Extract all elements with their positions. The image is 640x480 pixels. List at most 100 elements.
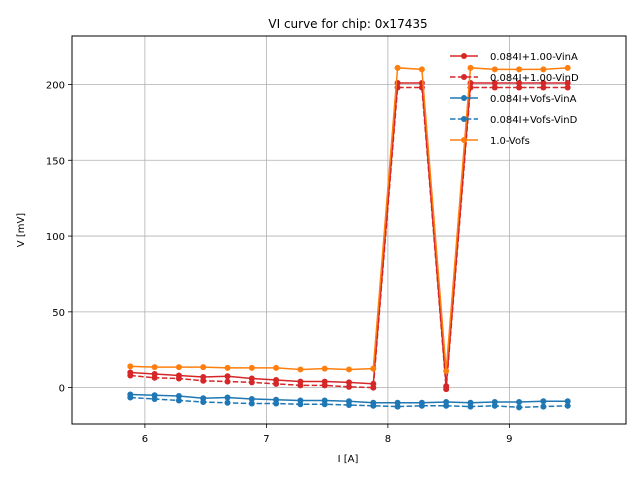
data-point [346,379,352,386]
data-point [516,404,523,411]
legend-label: 1.0-Vofs [490,136,530,147]
data-point [540,84,547,91]
x-tick-label: 6 [142,434,148,445]
y-tick-label: 50 [52,308,65,319]
data-point [175,392,182,399]
legend-item: 1.0-Vofs [450,136,530,147]
data-point [564,84,571,91]
y-tick-label: 150 [46,156,65,167]
data-point [175,364,182,371]
chart-title: VI curve for chip: 0x17435 [268,17,427,31]
data-point [491,84,498,91]
legend-marker [461,137,467,143]
data-point [516,84,523,91]
data-point [248,379,255,386]
data-point [346,383,352,390]
data-point [175,375,182,382]
data-point [370,402,377,409]
data-point [491,66,498,73]
y-tick-label: 200 [46,81,65,92]
data-point [248,400,255,407]
data-point [540,403,547,410]
x-axis-ticks: 6 7 8 9 [142,424,513,445]
data-point [346,366,352,373]
data-point [564,64,571,71]
y-axis-label: V [mV] [16,213,27,248]
legend-item: 0.084I+Vofs-VinA [450,94,577,105]
data-point [564,402,571,409]
data-point [394,403,401,410]
data-point [540,79,547,86]
data-point [564,398,571,405]
data-point [491,79,498,86]
data-point [321,382,328,389]
data-point [297,366,304,373]
data-point [491,402,498,409]
data-point [200,399,207,406]
series-3 [127,394,571,411]
data-point [394,64,401,71]
data-point [297,401,304,408]
legend-label: 0.084I+Vofs-VinD [490,115,578,126]
data-point [127,372,134,379]
data-point [540,398,547,405]
data-point [127,363,134,370]
series-1 [127,84,571,393]
data-point [224,378,231,385]
legend-label: 0.084I+1.00-VinD [490,73,579,84]
data-point [224,373,231,380]
data-point [151,395,158,402]
data-point [443,386,450,393]
data-point [516,66,523,73]
data-point [297,382,304,389]
data-point [224,394,231,401]
data-point [321,365,328,372]
series-4 [127,64,571,374]
data-point [248,395,255,402]
data-point [467,64,474,71]
legend-label: 0.084I+Vofs-VinA [490,94,577,105]
data-point [443,402,450,409]
data-point [273,400,280,407]
series-group [127,64,571,411]
y-tick-label: 0 [59,384,65,395]
legend-marker [461,116,467,122]
data-point [516,399,523,406]
data-point [248,364,255,371]
legend-marker [461,95,467,101]
data-point [224,364,231,371]
data-point [151,374,158,381]
legend-item: 0.084I+1.00-VinD [450,73,579,84]
x-tick-label: 7 [263,434,269,445]
data-point [127,394,134,401]
data-point [200,364,207,371]
x-tick-label: 8 [385,434,391,445]
data-point [370,365,377,372]
data-point [224,399,231,406]
data-point [418,66,425,73]
legend: 0.084I+1.00-VinA 0.084I+1.00-VinD 0.084I+V… [450,52,579,147]
data-point [540,66,547,73]
data-point [200,377,207,384]
legend-marker [461,74,467,80]
data-point [467,403,474,410]
data-point [321,401,328,408]
data-point [564,79,571,86]
x-tick-label: 9 [506,434,512,445]
data-point [418,402,425,409]
legend-label: 0.084I+1.00-VinA [490,52,578,63]
legend-item: 0.084I+1.00-VinA [450,52,578,63]
data-point [516,79,523,86]
data-point [273,380,280,387]
data-point [175,397,182,404]
x-axis-label: I [A] [338,454,359,465]
data-point [346,402,352,409]
grid [72,36,626,424]
data-point [370,384,377,391]
data-point [273,364,280,371]
y-tick-label: 100 [46,232,65,243]
legend-item: 0.084I+Vofs-VinD [450,115,578,126]
data-point [443,367,450,374]
y-axis-ticks: 0 50 100 150 200 [46,81,72,395]
